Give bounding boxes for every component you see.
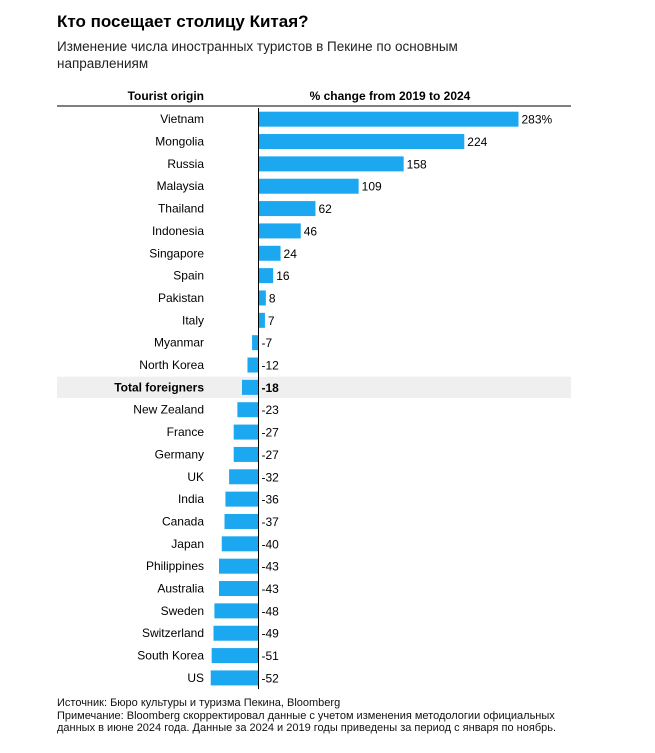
- category-header: Tourist origin: [128, 89, 204, 103]
- category-label: France: [167, 425, 205, 439]
- bar: [237, 402, 259, 418]
- bar: [214, 603, 259, 619]
- data-label: -43: [262, 560, 280, 574]
- bar: [258, 134, 465, 150]
- data-label: -52: [262, 671, 280, 685]
- bar: [233, 424, 259, 440]
- data-label: -36: [262, 493, 280, 507]
- data-label: -49: [262, 627, 280, 641]
- bar: [258, 178, 359, 194]
- data-label: -18: [262, 381, 280, 395]
- data-label: 8: [269, 291, 276, 305]
- category-label: Spain: [173, 269, 204, 283]
- category-label: UK: [187, 470, 204, 484]
- value-header: % change from 2019 to 2024: [310, 89, 471, 103]
- bar: [247, 357, 259, 373]
- bar: [258, 312, 265, 328]
- category-label: Australia: [157, 582, 204, 596]
- category-label: Italy: [182, 313, 204, 327]
- bar: [258, 201, 316, 217]
- data-label: -40: [262, 537, 280, 551]
- data-label: 7: [268, 314, 275, 328]
- category-label: Malaysia: [157, 179, 205, 193]
- category-label: North Korea: [139, 358, 204, 372]
- data-label: 24: [284, 247, 298, 261]
- category-label: Myanmar: [154, 336, 204, 350]
- category-label: Singapore: [149, 246, 204, 260]
- data-label: -7: [262, 336, 273, 350]
- data-label: 158: [407, 157, 427, 171]
- category-label: Japan: [171, 537, 204, 551]
- highlight-row-background: [57, 376, 571, 399]
- data-label: -48: [262, 604, 280, 618]
- category-label: Indonesia: [152, 224, 204, 238]
- data-label: 62: [318, 202, 332, 216]
- data-label: -32: [262, 470, 280, 484]
- chart-subtitle: Изменение числа иностранных туристов в П…: [57, 39, 458, 71]
- methodology-note: Примечание: Bloomberg скорректировал дан…: [57, 709, 557, 735]
- data-label: -37: [262, 515, 280, 529]
- bar: [213, 625, 259, 641]
- bar: [224, 513, 259, 529]
- category-label: Germany: [155, 447, 204, 461]
- footnotes: Источник: Бюро культуры и туризма Пекина…: [57, 697, 577, 735]
- category-label: Thailand: [158, 202, 204, 216]
- category-label: Mongolia: [155, 135, 204, 149]
- data-label: -43: [262, 582, 280, 596]
- data-label: -27: [262, 448, 280, 462]
- data-label: 283%: [522, 113, 553, 127]
- category-label: Russia: [167, 157, 204, 171]
- category-label: Pakistan: [158, 291, 204, 305]
- category-label: Switzerland: [142, 626, 204, 640]
- data-label: -27: [262, 426, 280, 440]
- bar: [258, 156, 404, 172]
- category-label: India: [178, 492, 204, 506]
- category-label: Vietnam: [160, 112, 204, 126]
- data-label: 46: [304, 224, 318, 238]
- bar: [241, 379, 259, 395]
- bar: [218, 581, 259, 597]
- bar: [233, 446, 259, 462]
- data-label: -23: [262, 403, 280, 417]
- category-label: New Zealand: [133, 403, 204, 417]
- bar: [210, 670, 259, 686]
- data-label: 16: [276, 269, 290, 283]
- data-label: -12: [262, 359, 280, 373]
- bar: [258, 268, 274, 284]
- source-note: Источник: Бюро культуры и туризма Пекина…: [57, 697, 341, 709]
- bar: [229, 469, 259, 485]
- category-label: South Korea: [137, 649, 204, 663]
- category-label: Sweden: [161, 604, 204, 618]
- bar: [258, 111, 519, 127]
- bar: [211, 648, 259, 664]
- bar: [258, 290, 266, 306]
- data-label: -51: [262, 649, 280, 663]
- bar: [221, 536, 259, 552]
- category-label: Canada: [162, 514, 204, 528]
- chart-title: Кто посещает столицу Китая?: [57, 12, 309, 31]
- category-label: Philippines: [146, 559, 204, 573]
- bar: [252, 335, 259, 351]
- bar: [225, 491, 259, 507]
- bar: [218, 558, 259, 574]
- data-label: 224: [467, 135, 487, 149]
- category-label: US: [187, 671, 204, 685]
- category-label: Total foreigners: [114, 380, 204, 394]
- bar: [258, 245, 281, 261]
- bar: [258, 223, 301, 239]
- data-label: 109: [362, 180, 382, 194]
